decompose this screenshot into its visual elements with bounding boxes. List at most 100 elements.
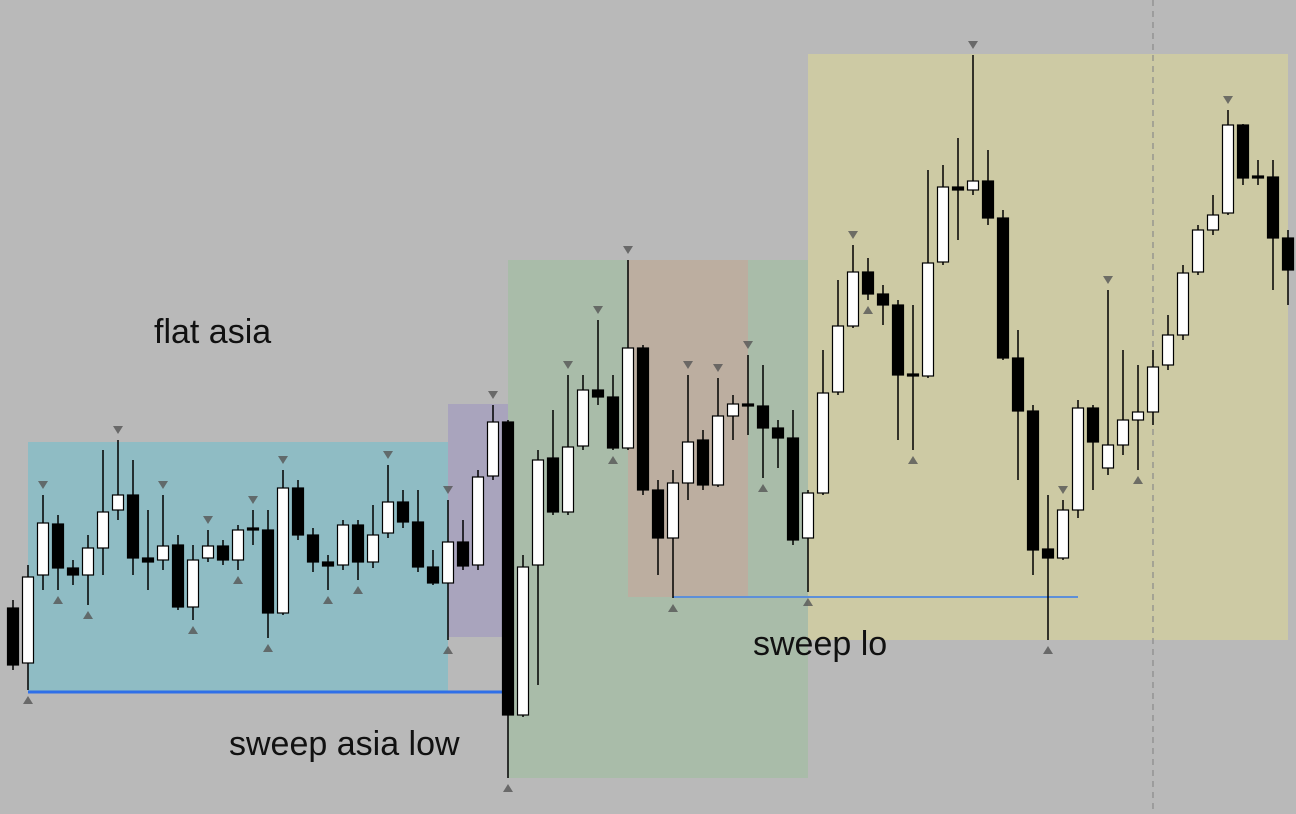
candle-body [336,524,350,566]
candle-body [1041,548,1055,559]
candle-body [471,476,485,566]
candle-body [801,492,815,539]
candle-body [1101,444,1115,469]
candle-body [441,541,455,584]
fractal-low [23,696,33,704]
candle-body [1191,229,1205,273]
candle-body [1206,214,1220,231]
fractal-low [53,596,63,604]
fractal-low [83,611,93,619]
fractal-low [263,644,273,652]
candle-body [246,527,260,531]
candle-body [201,545,215,559]
candle-body [36,522,50,576]
candle-body [921,262,935,377]
candle-body [1251,175,1265,179]
candle-body [621,347,635,449]
candle-body [231,529,245,561]
fractal-high [623,246,633,254]
fractal-low [803,598,813,606]
candle-body [696,439,710,486]
fractal-high [443,486,453,494]
candle-body [756,405,770,429]
candle-body [1146,366,1160,413]
candle-body [1266,176,1280,239]
fractal-low [233,576,243,584]
candle-body [501,421,515,716]
candle-body [66,567,80,576]
fractal-high [158,481,168,489]
candle-body [651,489,665,539]
candle-body [711,415,725,486]
fractal-high [563,361,573,369]
candle-body [936,186,950,263]
candle-body [741,403,755,407]
candle-body [366,534,380,563]
candle-body [546,457,560,513]
candle-body [726,403,740,417]
candle-body [831,325,845,393]
candle-body [981,180,995,219]
candle-body [156,545,170,561]
fractal-high [743,341,753,349]
candle-body [1131,411,1145,421]
candle-body [666,482,680,539]
candle-body [636,347,650,491]
candle-body [426,566,440,584]
candle-body [261,529,275,614]
fractal-low [443,646,453,654]
fractal-low [1133,476,1143,484]
candle-body [591,389,605,398]
candle-body [1281,237,1295,271]
candle-body [906,373,920,377]
fractal-low [188,626,198,634]
candle-body [216,545,230,561]
fractal-low [608,456,618,464]
candle-body [111,494,125,511]
fractal-low [503,784,513,792]
candle-body [771,427,785,439]
fractal-low [353,586,363,594]
fractal-high [968,41,978,49]
annotation: flat asia [154,313,271,351]
candle-body [1176,272,1190,336]
candle-body [306,534,320,563]
candle-body [291,487,305,536]
fractal-low [668,604,678,612]
fractal-high [38,481,48,489]
candle-body [876,293,890,306]
fractal-high [248,496,258,504]
candle-body [1116,419,1130,446]
candle-body [1086,407,1100,443]
candle-body [381,501,395,534]
fractal-high [1223,96,1233,104]
candle-body [1221,124,1235,214]
candle-body [966,180,980,191]
fractal-low [863,306,873,314]
candle-body [606,396,620,449]
candle-body [351,524,365,563]
fractal-high [488,391,498,399]
candle-body [516,566,530,716]
candle-body [786,437,800,541]
candle-body [171,544,185,608]
candle-body [486,421,500,477]
annotation: sweep asia low [229,725,460,763]
fractal-high [713,364,723,372]
fractal-high [203,516,213,524]
candle-body [276,487,290,614]
fractal-low [908,456,918,464]
candle-body [321,561,335,567]
candle-body [1026,410,1040,551]
fractal-high [1103,276,1113,284]
candle-body [1071,407,1085,511]
fractal-high [593,306,603,314]
fractal-high [383,451,393,459]
fractal-high [1058,486,1068,494]
fractal-high [683,361,693,369]
candle-body [6,607,20,666]
candle-body [81,547,95,576]
candle-body [996,217,1010,359]
